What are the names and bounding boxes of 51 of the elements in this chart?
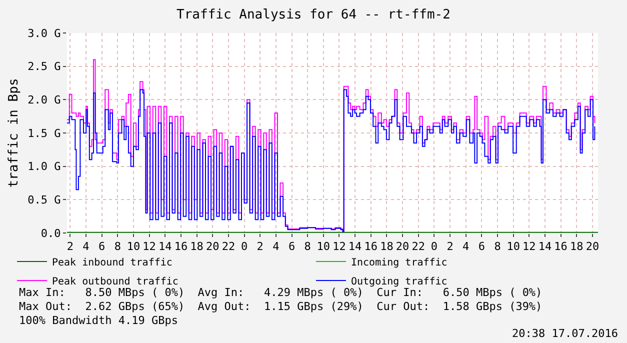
- text: 20:38 17.07.2016: [512, 327, 618, 340]
- y-tick-label: 2.5 G: [28, 60, 61, 74]
- x-tick-label: 16: [554, 240, 568, 254]
- x-tick-label: 10: [126, 240, 140, 254]
- legend-label: Outgoing traffic: [351, 276, 448, 288]
- x-tick-label: 16: [364, 240, 378, 254]
- legend-label: Incoming traffic: [351, 257, 448, 268]
- x-tick-label: 14: [158, 240, 172, 254]
- x-tick-label: 10: [506, 240, 520, 254]
- x-tick-label: 22: [412, 240, 425, 254]
- y-tick-label: 3.0 G: [28, 26, 61, 40]
- y-tick-label: 2.0 G: [28, 94, 61, 107]
- x-tick-label: 4: [82, 240, 90, 254]
- x-tick-label: 8: [304, 240, 311, 254]
- y-tick-label: 0.0: [40, 226, 61, 240]
- text: Max Out: 2.62 GBps (65%) Avg Out: 1.15 GBps (29%) Cur Out: 1.58 GBps (39%): [19, 300, 542, 313]
- x-tick-label: 8: [114, 240, 121, 254]
- text: Max In: 8.50 MBps ( 0%) Avg In: 4.29 MBps ( 0%) Cur In: 6.50 MBps ( 0%): [19, 286, 542, 299]
- x-tick-label: 20: [586, 240, 600, 254]
- x-tick-label: 8: [494, 240, 501, 254]
- chart-title: Traffic Analysis for 64 -- rt-ffm-2: [176, 8, 450, 23]
- x-tick-label: 6: [478, 240, 485, 254]
- y-tick-label: 0.5 G: [28, 194, 61, 207]
- x-tick-label: 2: [446, 240, 454, 254]
- x-tick-label: 16: [174, 240, 188, 254]
- x-tick-label: 22: [222, 240, 236, 254]
- legend-label: Peak inbound traffic: [52, 257, 172, 268]
- x-tick-label: 14: [348, 240, 362, 254]
- x-tick-label: 2: [256, 240, 264, 254]
- x-tick-label: 6: [288, 240, 296, 254]
- text: 100% Bandwidth 4.19 GBps: [19, 314, 178, 327]
- y-tick-label: 1.0 G: [28, 160, 61, 174]
- x-tick-label: 18: [570, 240, 584, 254]
- x-tick-label: 10: [316, 240, 330, 254]
- x-tick-label: 12: [332, 240, 346, 254]
- x-tick-label: 20: [396, 240, 410, 254]
- x-tick-label: 0: [240, 240, 248, 254]
- x-tick-label: 4: [272, 240, 280, 254]
- x-tick-label: 0: [430, 240, 438, 254]
- x-tick-label: 14: [538, 240, 552, 254]
- legend-label: Peak outbound traffic: [52, 276, 178, 288]
- x-tick-label: 20: [206, 240, 220, 254]
- y-tick-label: 1.5 G: [28, 126, 61, 140]
- x-tick-label: 12: [142, 240, 156, 254]
- x-tick-label: 6: [98, 240, 106, 254]
- y-axis-title: traffic in Bps: [6, 78, 22, 188]
- x-tick-label: 4: [462, 240, 470, 254]
- x-tick-label: 12: [522, 240, 536, 254]
- x-tick-label: 18: [380, 240, 394, 254]
- x-tick-label: 18: [190, 240, 204, 254]
- x-tick-label: 2: [66, 240, 74, 254]
